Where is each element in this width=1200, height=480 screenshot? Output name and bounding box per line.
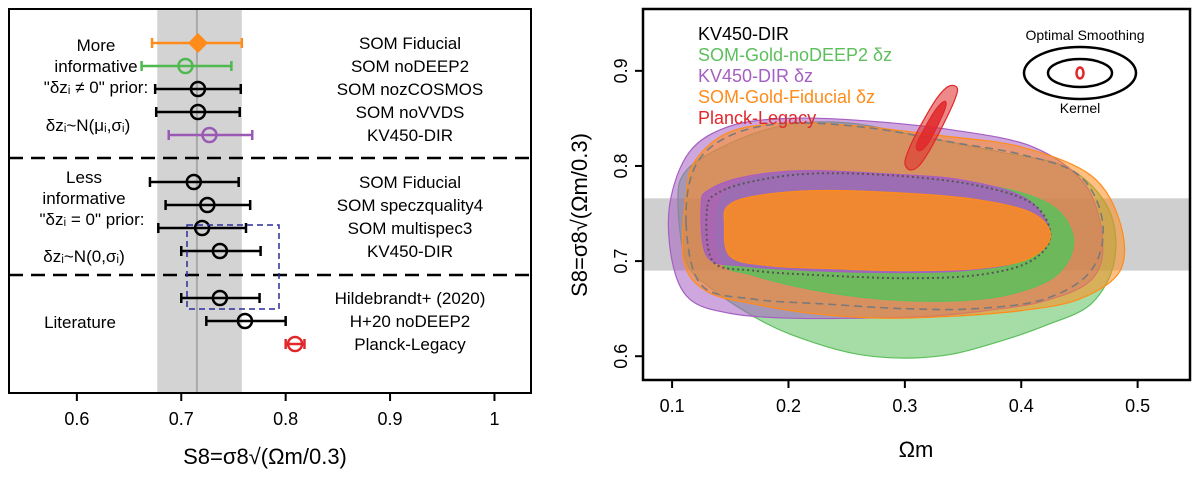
point-marker — [177, 57, 194, 75]
group-label-line: informative — [42, 189, 125, 208]
x-tick-label: 0.8 — [273, 409, 298, 429]
legend-entry: KV450-DIR δz — [698, 66, 813, 86]
x-tick-label: 0.3 — [892, 396, 917, 416]
whisker-row: Hildebrandt+ (2020) — [180, 289, 486, 308]
point-marker — [236, 312, 254, 330]
group-label-line: informative — [54, 57, 137, 76]
contour-plot-frame — [641, 7, 1192, 382]
x-tick-label: 0.4 — [1009, 396, 1034, 416]
x-axis-label: S8=σ8√(Ωm/0.3) — [183, 444, 347, 469]
row-label: SOM nozCOSMOS — [337, 80, 483, 99]
x-tick-label: 0.6 — [64, 409, 89, 429]
whisker-row: Planck-Legacy — [284, 335, 466, 354]
group-label-less-informative: Less informative "δzᵢ = 0" prior: δzᵢ~N(… — [40, 168, 145, 266]
whisker-row: SOM Fiducial — [150, 33, 461, 53]
row-label: Hildebrandt+ (2020) — [335, 289, 486, 308]
y-axis-label: S8=σ8√(Ωm/0.3) — [567, 133, 592, 297]
y-tick-label: 0.6 — [611, 344, 631, 369]
group-label-line: Less — [66, 168, 102, 187]
whisker-row: KV450-DIR — [167, 126, 453, 145]
whisker-row: SOM speczquality4 — [164, 196, 483, 215]
point-marker — [211, 242, 229, 260]
legend-entry: KV450-DIR — [698, 24, 789, 44]
y-tick-label: 0.7 — [611, 249, 631, 274]
group-label-prior: δzᵢ~N(μᵢ,σᵢ) — [46, 116, 131, 135]
point-marker — [199, 196, 216, 214]
row-label: SOM Fiducial — [359, 34, 461, 53]
x-tick-label: 1 — [489, 409, 499, 429]
whisker-row: H+20 noDEEP2 — [205, 312, 471, 331]
whisker-row: SOM noVVDS — [154, 103, 465, 122]
group-label-line: More — [77, 36, 116, 55]
group-label-literature: Literature — [44, 313, 116, 332]
inset: Optimal Smoothing Kernel — [1022, 27, 1145, 116]
credible-band — [157, 9, 242, 393]
legend-entry: Planck-Legacy — [698, 108, 816, 128]
x-tick-label: 0.1 — [660, 396, 685, 416]
point-marker — [189, 80, 207, 98]
row-label: SOM speczquality4 — [337, 196, 483, 215]
group-label-line: "δzᵢ ≠ 0" prior: — [44, 78, 148, 97]
contour-region — [915, 100, 947, 152]
row-label: KV450-DIR — [367, 242, 453, 261]
point-marker — [286, 335, 304, 353]
whisker-row: SOM noDEEP2 — [140, 57, 469, 76]
row-label: SOM Fiducial — [359, 173, 461, 192]
contour-region — [723, 189, 1051, 272]
point-marker — [187, 33, 208, 53]
whisker-panel: SOM Fiducial SOM noDEEP2 SOM nozCOSMOS SOM … — [8, 8, 532, 469]
contour-line — [705, 172, 1052, 280]
inset-inner-ellipse — [1046, 57, 1114, 89]
legend-entry: SOM-Gold-Fiducial δz — [698, 87, 875, 107]
point-marker — [185, 173, 203, 191]
inset-caption: Kernel — [1060, 100, 1100, 116]
point-marker — [211, 289, 229, 307]
inset-title: Optimal Smoothing — [1025, 27, 1144, 43]
inset-outer-ellipse — [1022, 45, 1138, 101]
x-tick-label: 0.7 — [169, 409, 194, 429]
row-label: Planck-Legacy — [354, 335, 466, 354]
point-marker — [201, 126, 218, 144]
group-label-line: Literature — [44, 313, 116, 332]
row-label: KV450-DIR — [367, 126, 453, 145]
y-tick-label: 0.8 — [611, 153, 631, 178]
row-label: H+20 noDEEP2 — [350, 312, 471, 331]
point-marker — [193, 219, 211, 237]
x-tick-label: 0.9 — [378, 409, 403, 429]
inset-core-ellipse — [1075, 66, 1085, 80]
point-marker — [189, 103, 207, 121]
row-label: SOM multispec3 — [348, 219, 473, 238]
contour-line — [685, 122, 1104, 311]
row-label: SOM noVVDS — [356, 103, 465, 122]
whisker-row: KV450-DIR — [180, 242, 453, 261]
row-label: SOM noDEEP2 — [351, 57, 469, 76]
whisker-plot-frame — [8, 8, 532, 394]
group-label-informative: More informative "δzᵢ ≠ 0" prior: δzᵢ~N(… — [44, 36, 148, 135]
group-label-prior: δzᵢ~N(0,σᵢ) — [43, 247, 125, 266]
whisker-row: SOM nozCOSMOS — [153, 80, 483, 99]
y-tick-label: 0.9 — [611, 58, 631, 83]
highlight-box — [186, 224, 280, 310]
whisker-row: SOM Fiducial — [148, 173, 461, 192]
x-tick-label: 0.5 — [1125, 396, 1150, 416]
whisker-row: SOM multispec3 — [157, 219, 473, 238]
group-label-line: "δzᵢ = 0" prior: — [40, 210, 145, 229]
legend-entry: SOM-Gold-noDEEP2 δz — [698, 45, 892, 65]
x-tick-label: 0.2 — [776, 396, 801, 416]
x-axis-label: Ωm — [899, 437, 934, 462]
